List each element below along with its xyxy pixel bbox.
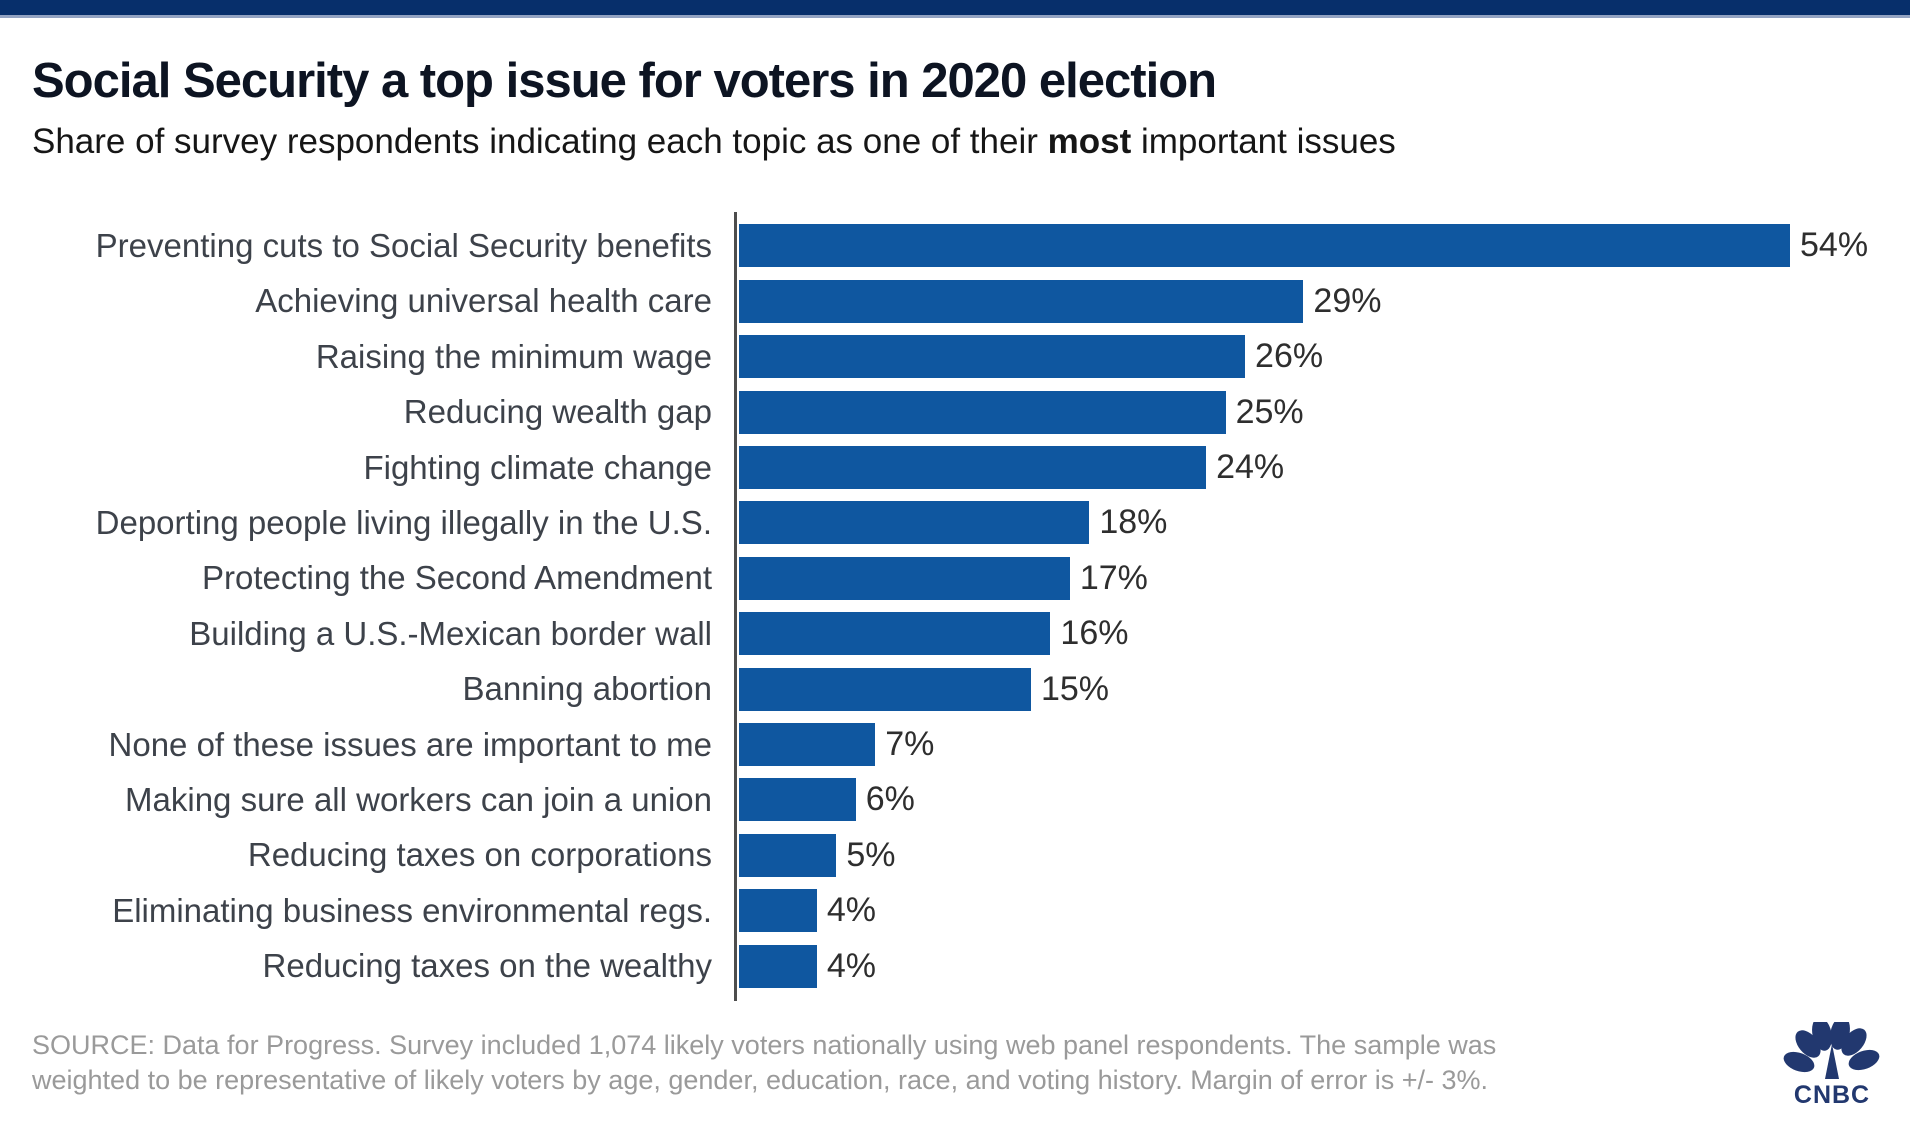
bar-label: Fighting climate change (363, 448, 712, 486)
y-axis-line (734, 212, 737, 1001)
bar (739, 556, 1070, 600)
chart-subtitle: Share of survey respondents indicating e… (32, 119, 1878, 165)
bar-label: Reducing taxes on the wealthy (262, 947, 712, 985)
bar-row: Making sure all workers can join a union… (0, 772, 1910, 827)
bar (739, 501, 1090, 545)
bar (739, 224, 1790, 268)
bar-area: 7% (739, 717, 1910, 772)
bar-row: Reducing wealth gap 25% (0, 384, 1910, 439)
bar-area: 25% (739, 384, 1910, 439)
cnbc-logo-text: CNBC (1793, 1080, 1871, 1109)
bar-row: None of these issues are important to me… (0, 717, 1910, 772)
bar-area: 29% (739, 274, 1910, 329)
source-line-2: weighted to be representative of likely … (32, 1064, 1489, 1095)
bar (739, 612, 1051, 656)
source-line-1: SOURCE: Data for Progress. Survey includ… (32, 1029, 1497, 1060)
bar-row: Eliminating business environmental regs.… (0, 883, 1910, 938)
bar-row: Reducing taxes on corporations 5% (0, 828, 1910, 883)
bar-value: 4% (826, 891, 876, 930)
top-band (0, 0, 1910, 15)
bar-row: Protecting the Second Amendment 17% (0, 551, 1910, 606)
subtitle-bold-word: most (1047, 121, 1132, 161)
bar-area: 54% (739, 218, 1910, 273)
bar-value: 54% (1800, 226, 1869, 265)
bar-area: 18% (739, 495, 1910, 550)
bar-value: 25% (1235, 392, 1304, 431)
bar-area: 6% (739, 772, 1910, 827)
bar-label: Protecting the Second Amendment (202, 559, 712, 597)
bar-row: Raising the minimum wage 26% (0, 329, 1910, 384)
bar (739, 889, 817, 933)
bar-area: 26% (739, 329, 1910, 384)
page-title: Social Security a top issue for voters i… (32, 54, 1217, 108)
bar-row: Fighting climate change 24% (0, 440, 1910, 495)
bar-row: Achieving universal health care 29% (0, 274, 1910, 329)
bar (739, 667, 1031, 711)
peacock-icon (1783, 1016, 1880, 1079)
bar (739, 833, 837, 877)
bar-label: None of these issues are important to me (108, 725, 712, 763)
bar-label: Raising the minimum wage (315, 337, 712, 375)
bar-chart: Preventing cuts to Social Security benef… (0, 212, 1910, 1001)
bar (739, 944, 817, 988)
bar-value: 18% (1099, 503, 1168, 542)
bar-row: Reducing taxes on the wealthy 4% (0, 938, 1910, 993)
bar (739, 390, 1226, 434)
bar-value: 16% (1060, 614, 1129, 653)
bar-value: 17% (1079, 558, 1148, 597)
bar-value: 5% (846, 835, 896, 874)
bar (739, 723, 876, 766)
bar-row: Building a U.S.-Mexican border wall 16% (0, 606, 1910, 661)
bar-row: Deporting people living illegally in the… (0, 495, 1910, 550)
bar-label: Building a U.S.-Mexican border wall (189, 614, 712, 652)
bar-label: Making sure all workers can join a union (125, 780, 712, 818)
bar-area: 4% (739, 883, 1910, 938)
bar-row: Preventing cuts to Social Security benef… (0, 218, 1910, 273)
cnbc-logo: CNBC (1780, 1016, 1884, 1110)
bar-label: Achieving universal health care (255, 282, 712, 320)
bar-label: Deporting people living illegally in the… (95, 503, 712, 541)
bar-label: Banning abortion (462, 670, 712, 708)
footer: SOURCE: Data for Progress. Survey includ… (32, 1016, 1880, 1109)
bar-value: 24% (1216, 448, 1285, 487)
bar-area: 17% (739, 551, 1910, 606)
bar-value: 29% (1313, 281, 1382, 320)
bar-value: 7% (885, 725, 935, 763)
subtitle-prefix: Share of survey respondents indicating e… (32, 121, 1048, 161)
bar-value: 15% (1040, 669, 1109, 708)
bar-value: 6% (865, 780, 915, 819)
accent-line (0, 15, 1910, 18)
bar (739, 778, 856, 822)
bar-area: 24% (739, 440, 1910, 495)
bar-label: Reducing wealth gap (403, 393, 712, 431)
bar-label: Reducing taxes on corporations (247, 836, 712, 874)
bar-value: 4% (826, 946, 876, 985)
bar-label: Preventing cuts to Social Security benef… (95, 226, 712, 264)
subtitle-suffix: important issues (1131, 121, 1396, 161)
bar (739, 446, 1207, 490)
bar-row: Banning abortion 15% (0, 661, 1910, 716)
bar-area: 15% (739, 661, 1910, 716)
source-note: SOURCE: Data for Progress. Survey includ… (32, 1028, 1752, 1098)
bar (739, 279, 1304, 323)
bar-area: 16% (739, 606, 1910, 661)
bar-label: Eliminating business environmental regs. (112, 891, 712, 929)
chart-header: Social Security a top issue for voters i… (32, 52, 1878, 164)
bar (739, 335, 1246, 379)
bar-rows: Preventing cuts to Social Security benef… (0, 218, 1910, 993)
bar-value: 26% (1255, 337, 1324, 376)
bar-area: 5% (739, 828, 1910, 883)
bar-area: 4% (739, 938, 1910, 993)
